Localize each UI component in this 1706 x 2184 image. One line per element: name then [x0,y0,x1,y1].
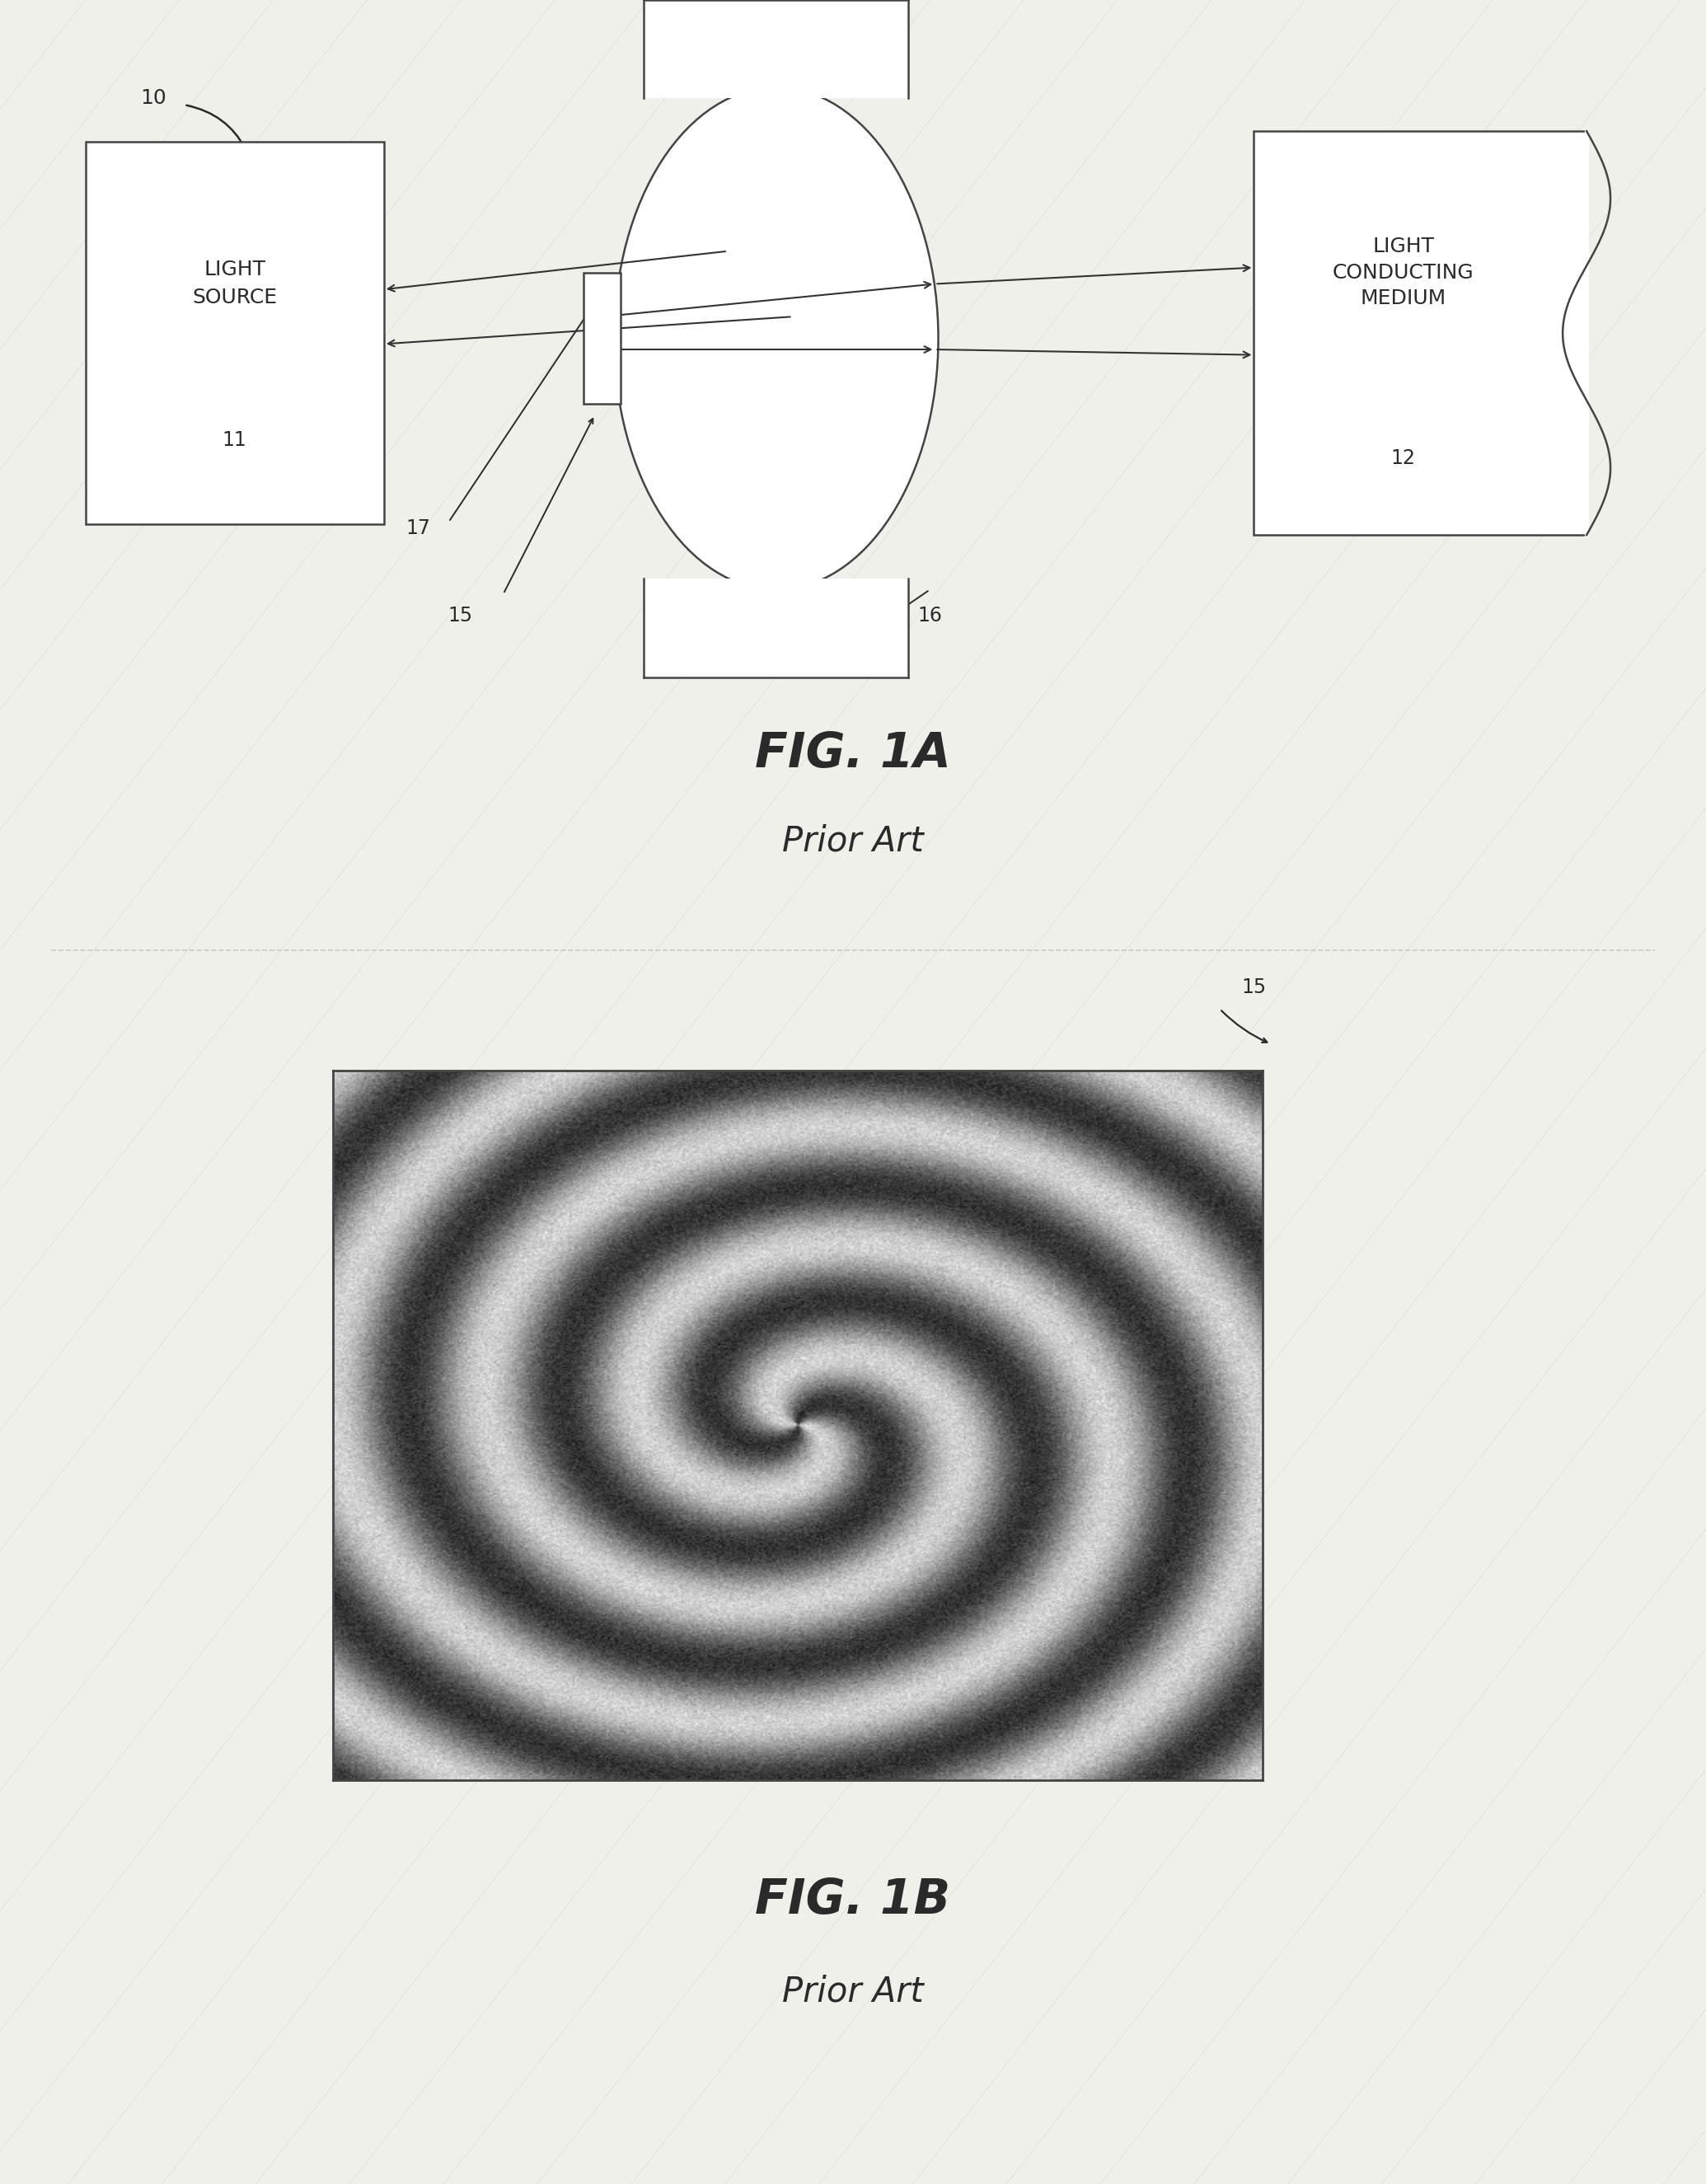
Ellipse shape [614,87,938,590]
Text: LIGHT
CONDUCTING
MEDIUM: LIGHT CONDUCTING MEDIUM [1332,236,1474,308]
Bar [85,142,384,524]
Text: Prior Art: Prior Art [783,823,923,858]
Bar [643,0,908,98]
Text: 15: 15 [1242,976,1266,998]
Text: 17: 17 [406,518,430,539]
Text: Prior Art: Prior Art [783,1974,923,2009]
Text: 12: 12 [1390,448,1416,467]
Bar [1254,131,1587,535]
Text: LIGHT
SOURCE: LIGHT SOURCE [193,260,276,308]
Bar [648,72,904,94]
Text: 11: 11 [222,430,247,450]
Text: 10: 10 [140,87,167,109]
Text: FIG. 1B: FIG. 1B [756,1876,950,1924]
Bar [583,273,621,404]
Text: FIG. 1A: FIG. 1A [756,729,950,778]
Text: 16: 16 [918,605,942,627]
Text: 15: 15 [449,605,473,627]
Bar [643,579,908,677]
Bar [648,583,904,605]
